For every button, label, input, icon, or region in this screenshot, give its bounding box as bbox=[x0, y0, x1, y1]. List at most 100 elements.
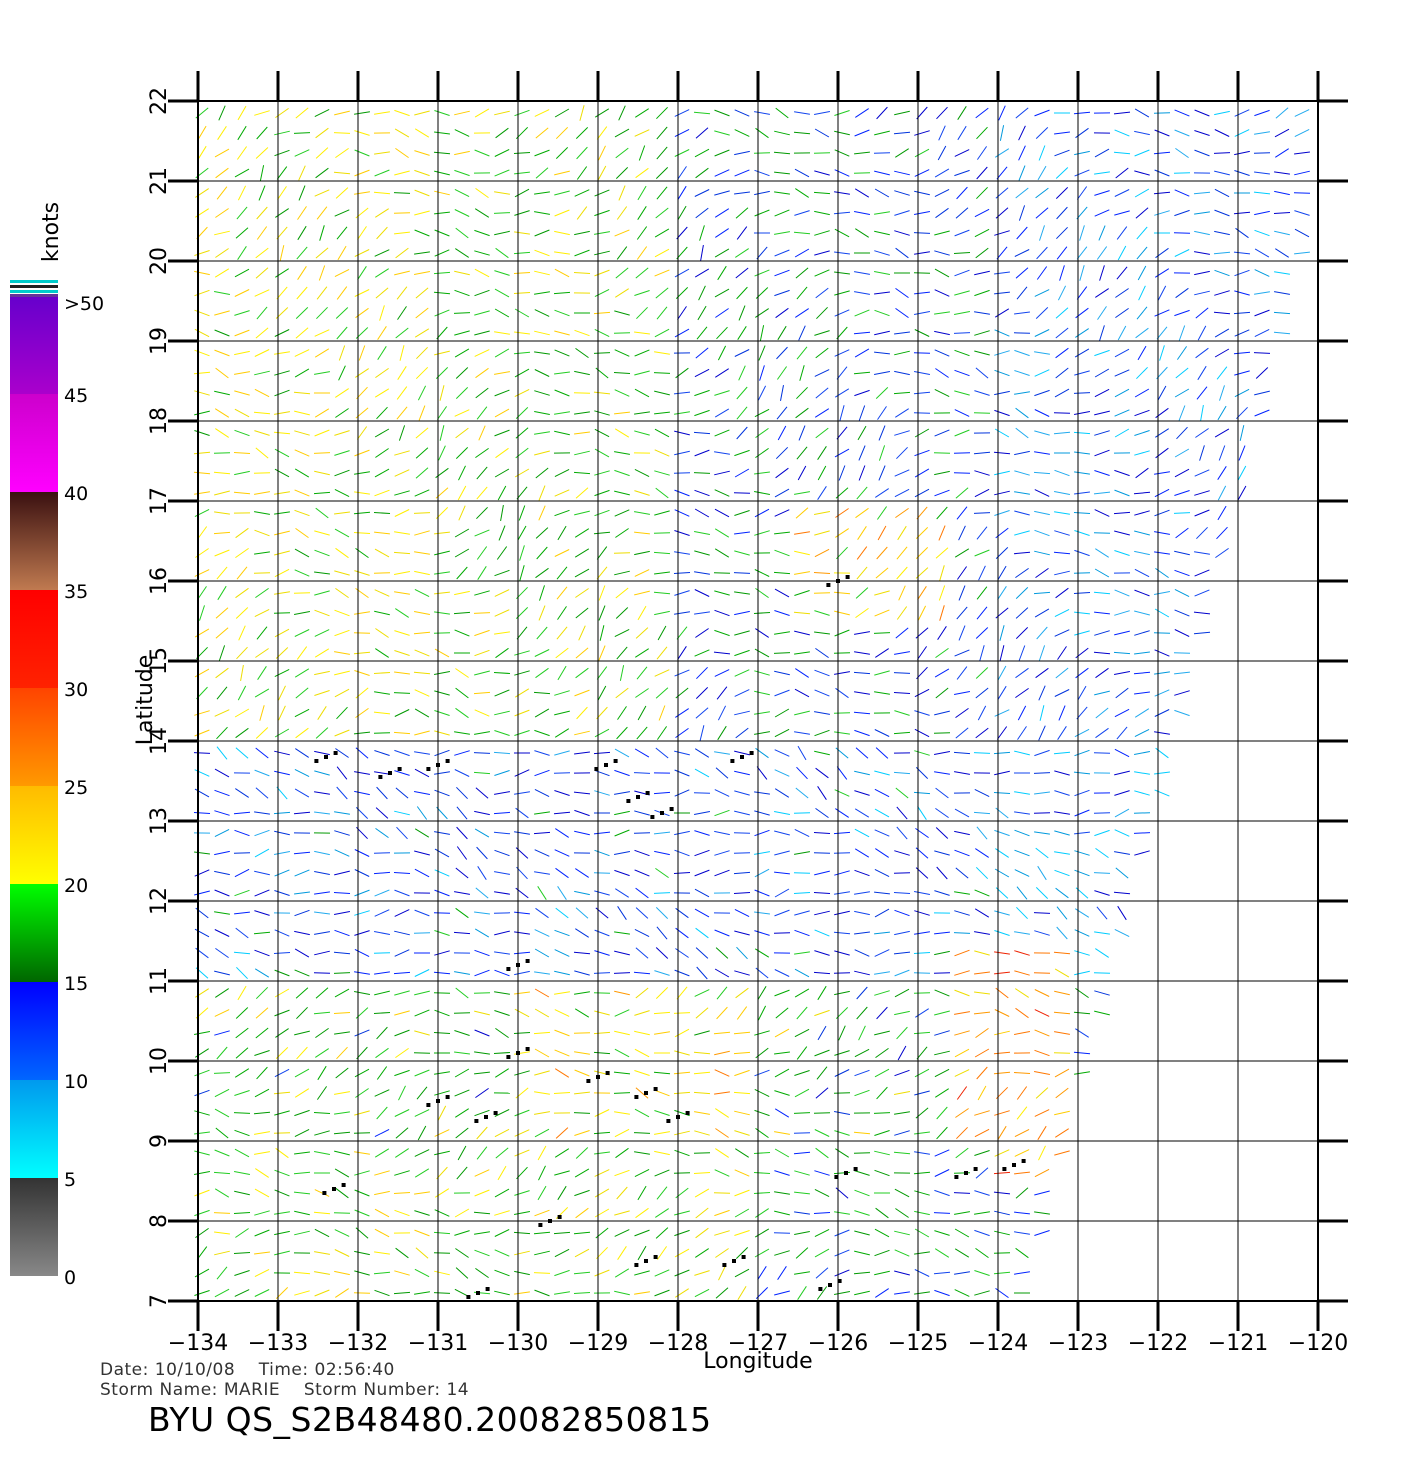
wind-vector bbox=[374, 1128, 390, 1138]
wind-vector bbox=[214, 970, 230, 976]
wind-vector bbox=[616, 206, 628, 220]
wind-vector bbox=[374, 1170, 390, 1176]
rain-flag-marker bbox=[653, 1087, 658, 1091]
wind-vector bbox=[834, 870, 850, 876]
wind-vector bbox=[274, 1169, 290, 1177]
wind-vector bbox=[695, 127, 709, 139]
wind-vector bbox=[874, 211, 890, 215]
wind-vector bbox=[458, 505, 466, 521]
wind-vector bbox=[395, 608, 409, 618]
wind-vector bbox=[254, 349, 270, 357]
wind-vector bbox=[574, 1189, 590, 1197]
wind-vector bbox=[314, 530, 330, 536]
wind-vector bbox=[1054, 530, 1070, 536]
wind-vector bbox=[894, 230, 910, 236]
wind-vector bbox=[296, 646, 308, 660]
wind-vector bbox=[374, 428, 390, 438]
rain-flag-marker bbox=[660, 811, 664, 815]
wind-vector bbox=[975, 667, 989, 679]
wind-vector bbox=[554, 268, 570, 278]
wind-vector bbox=[853, 331, 871, 335]
wind-vector bbox=[414, 110, 430, 116]
wind-vector bbox=[1015, 187, 1029, 199]
wind-vector bbox=[494, 891, 510, 895]
wind-vector bbox=[1116, 726, 1128, 740]
wind-vector bbox=[1274, 291, 1290, 295]
wind-vector bbox=[1233, 311, 1251, 315]
wind-vector bbox=[434, 789, 450, 797]
wind-vector bbox=[293, 1271, 311, 1275]
wind-vector bbox=[934, 311, 950, 315]
wind-vector bbox=[1058, 705, 1066, 721]
wind-vector bbox=[954, 849, 970, 857]
wind-vector bbox=[1117, 245, 1127, 261]
wind-vector bbox=[1254, 229, 1270, 237]
wind-vector bbox=[814, 1248, 830, 1258]
wind-vector bbox=[754, 209, 770, 217]
wind-vector bbox=[474, 310, 490, 316]
wind-vector bbox=[656, 646, 668, 660]
wind-vector bbox=[1014, 491, 1030, 495]
wind-vector bbox=[394, 450, 410, 456]
wind-vector bbox=[814, 1170, 830, 1176]
wind-vector bbox=[454, 1208, 470, 1218]
wind-vector bbox=[1074, 869, 1090, 877]
wind-vector bbox=[594, 448, 610, 458]
wind-vector bbox=[336, 1046, 348, 1060]
wind-vector bbox=[474, 810, 490, 816]
wind-vector bbox=[634, 370, 650, 376]
wind-vector bbox=[714, 1230, 730, 1236]
wind-vector bbox=[1015, 407, 1029, 419]
wind-vector bbox=[796, 346, 808, 360]
rain-flag-marker bbox=[333, 751, 338, 755]
wind-vector bbox=[295, 307, 309, 319]
wind-vector bbox=[414, 1229, 430, 1237]
rain-flag-marker bbox=[332, 1187, 336, 1191]
wind-vector bbox=[333, 171, 351, 175]
wind-vector bbox=[917, 586, 927, 600]
wind-vector bbox=[338, 345, 346, 361]
wind-vector bbox=[275, 107, 289, 119]
wind-vector bbox=[274, 770, 290, 776]
wind-vector bbox=[695, 687, 709, 699]
wind-vector bbox=[734, 449, 750, 457]
wind-vector bbox=[554, 170, 570, 176]
wind-vector bbox=[1134, 530, 1150, 536]
wind-vector bbox=[334, 651, 350, 655]
wind-vector bbox=[215, 1127, 229, 1139]
wind-vector bbox=[376, 1106, 388, 1120]
wind-vector bbox=[1054, 469, 1070, 477]
wind-vector bbox=[954, 290, 970, 296]
rain-flag-marker bbox=[964, 1171, 968, 1175]
wind-vector bbox=[314, 871, 330, 875]
wind-vector bbox=[1134, 771, 1150, 775]
rain-flag-marker bbox=[604, 763, 608, 767]
wind-vector bbox=[934, 268, 950, 278]
wind-vector bbox=[594, 950, 610, 956]
wind-vector bbox=[674, 411, 690, 415]
wind-vector bbox=[999, 645, 1005, 661]
wind-vector bbox=[554, 970, 570, 976]
wind-vector bbox=[674, 509, 690, 517]
wind-vector bbox=[575, 127, 589, 139]
wind-vector bbox=[714, 968, 730, 978]
wind-vector bbox=[694, 389, 710, 397]
wind-vector bbox=[794, 929, 810, 937]
wind-vector bbox=[894, 1291, 910, 1295]
wind-vector bbox=[994, 350, 1010, 356]
rain-flag-marker bbox=[732, 1259, 736, 1263]
wind-vector bbox=[814, 870, 830, 876]
wind-vector bbox=[794, 1170, 810, 1176]
wind-vector bbox=[414, 271, 430, 275]
wind-vector bbox=[834, 1249, 850, 1257]
wind-vector bbox=[594, 849, 610, 857]
wind-vector bbox=[734, 750, 750, 756]
wind-vector bbox=[834, 990, 850, 996]
wind-vector bbox=[833, 211, 851, 215]
wind-vector bbox=[414, 768, 430, 778]
wind-vector bbox=[434, 611, 450, 615]
wind-vector bbox=[897, 1045, 907, 1061]
wind-vector bbox=[894, 850, 910, 856]
wind-vector bbox=[714, 590, 730, 596]
wind-vector bbox=[234, 1171, 250, 1175]
